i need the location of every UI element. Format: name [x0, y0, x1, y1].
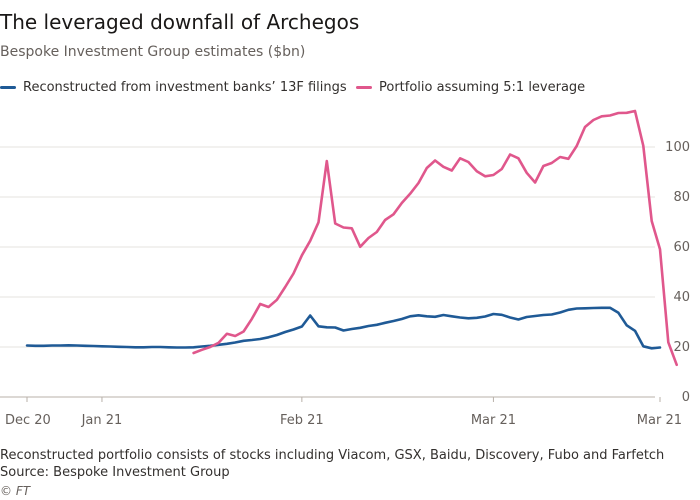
legend-label-reconstructed: Reconstructed from investment banks’ 13F… [23, 80, 347, 95]
ft-credit: © FT [0, 484, 31, 498]
legend-swatch-reconstructed [0, 86, 16, 89]
grid-layer [0, 146, 655, 398]
y-tick-label-80: 80 [673, 190, 690, 205]
x-tick-label-2: Feb 21 [280, 413, 324, 428]
y-tick-labels: 0 20 40 60 80 100 [665, 140, 690, 405]
legend-item-leveraged: Portfolio assuming 5:1 leverage [356, 80, 585, 95]
y-tick-label-100: 100 [665, 140, 690, 155]
y-tick-label-40: 40 [673, 290, 690, 305]
legend-label-leveraged: Portfolio assuming 5:1 leverage [379, 80, 586, 95]
x-tick-labels: Dec 20 Jan 21 Feb 21 Mar 21 Mar 21 [5, 397, 682, 428]
source-note: Source: Bespoke Investment Group [0, 465, 230, 480]
x-tick-label-4: Mar 21 [637, 413, 682, 428]
x-tick-label-0: Dec 20 [5, 413, 51, 428]
chart-title: The leveraged downfall of Archegos [0, 10, 360, 34]
x-tick-label-3: Mar 21 [471, 413, 516, 428]
legend-item-reconstructed: Reconstructed from investment banks’ 13F… [0, 80, 347, 95]
chart-subtitle: Bespoke Investment Group estimates ($bn) [0, 44, 306, 60]
series-line-reconstructed [25, 306, 662, 350]
y-tick-label-60: 60 [673, 240, 690, 255]
footnote: Reconstructed portfolio consists of stoc… [0, 448, 665, 463]
series-lines [25, 109, 678, 367]
y-tick-label-20: 20 [673, 340, 690, 355]
series-line-leveraged [192, 109, 678, 367]
y-tick-label-0: 0 [682, 390, 690, 405]
x-tick-label-1: Jan 21 [81, 413, 123, 428]
legend-swatch-leveraged [356, 86, 372, 89]
